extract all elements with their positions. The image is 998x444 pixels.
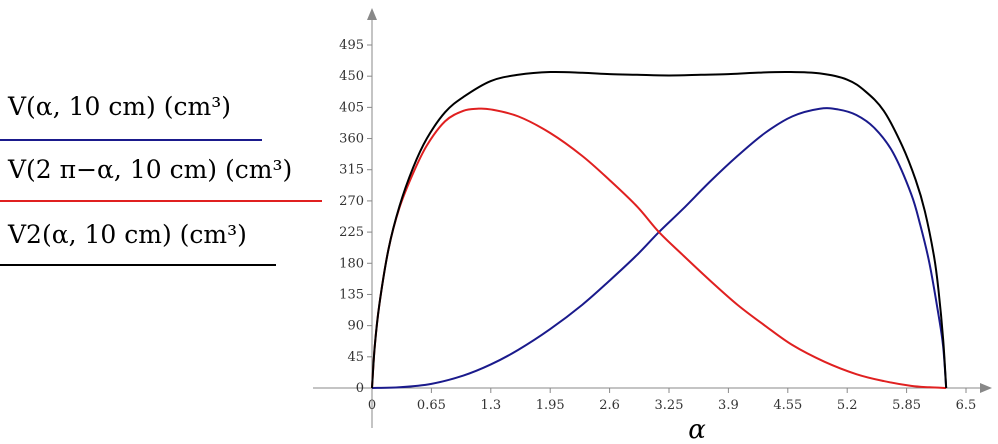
- x-tick-label: 1.95: [536, 398, 565, 413]
- x-tick-label: 3.9: [718, 398, 739, 413]
- y-tick-label: 360: [339, 132, 364, 147]
- x-tick-label: 0: [368, 398, 376, 413]
- legend: V(α, 10 cm) (cm³) V(2 π−α, 10 cm) (cm³) …: [0, 0, 330, 444]
- y-tick-label: 270: [339, 194, 364, 209]
- series-line-red: [371, 107, 947, 389]
- legend-entry-blue: V(α, 10 cm) (cm³): [8, 92, 231, 121]
- y-tick-label: 495: [339, 38, 364, 53]
- legend-entry-black: V2(α, 10 cm) (cm³): [8, 220, 247, 249]
- x-tick-label: 1.3: [480, 398, 501, 413]
- legend-label-blue: V(α, 10 cm) (cm³): [8, 92, 231, 121]
- x-tick-label: 5.85: [892, 398, 921, 413]
- y-tick-label: 225: [339, 225, 364, 240]
- legend-label-red: V(2 π−α, 10 cm) (cm³): [8, 155, 293, 184]
- x-tick-label: 2.6: [599, 398, 620, 413]
- y-axis-arrow: [367, 8, 377, 20]
- legend-line-blue: [0, 139, 262, 141]
- y-tick-label: 0: [356, 381, 364, 396]
- y-tick-label: 135: [339, 287, 364, 302]
- y-tick-label: 45: [347, 350, 364, 365]
- legend-label-black: V2(α, 10 cm) (cm³): [8, 220, 247, 249]
- y-tick-label: 450: [339, 69, 364, 84]
- x-tick-label: 4.55: [773, 398, 802, 413]
- series-line-blue: [371, 107, 948, 389]
- y-tick-label: 90: [347, 319, 364, 334]
- x-tick-label: 3.25: [655, 398, 684, 413]
- x-axis-title: α: [688, 415, 706, 444]
- x-axis-arrow: [980, 383, 992, 393]
- y-tick-label: 180: [339, 256, 364, 271]
- x-tick-label: 6.5: [956, 398, 977, 413]
- series-line-black: [371, 70, 948, 389]
- legend-line-black: [0, 264, 276, 266]
- legend-line-red: [0, 200, 322, 202]
- y-tick-label: 315: [339, 163, 364, 178]
- x-tick-label: 5.2: [837, 398, 858, 413]
- x-tick-label: 0.65: [417, 398, 446, 413]
- legend-entry-red: V(2 π−α, 10 cm) (cm³): [8, 155, 292, 184]
- y-tick-label: 405: [339, 100, 364, 115]
